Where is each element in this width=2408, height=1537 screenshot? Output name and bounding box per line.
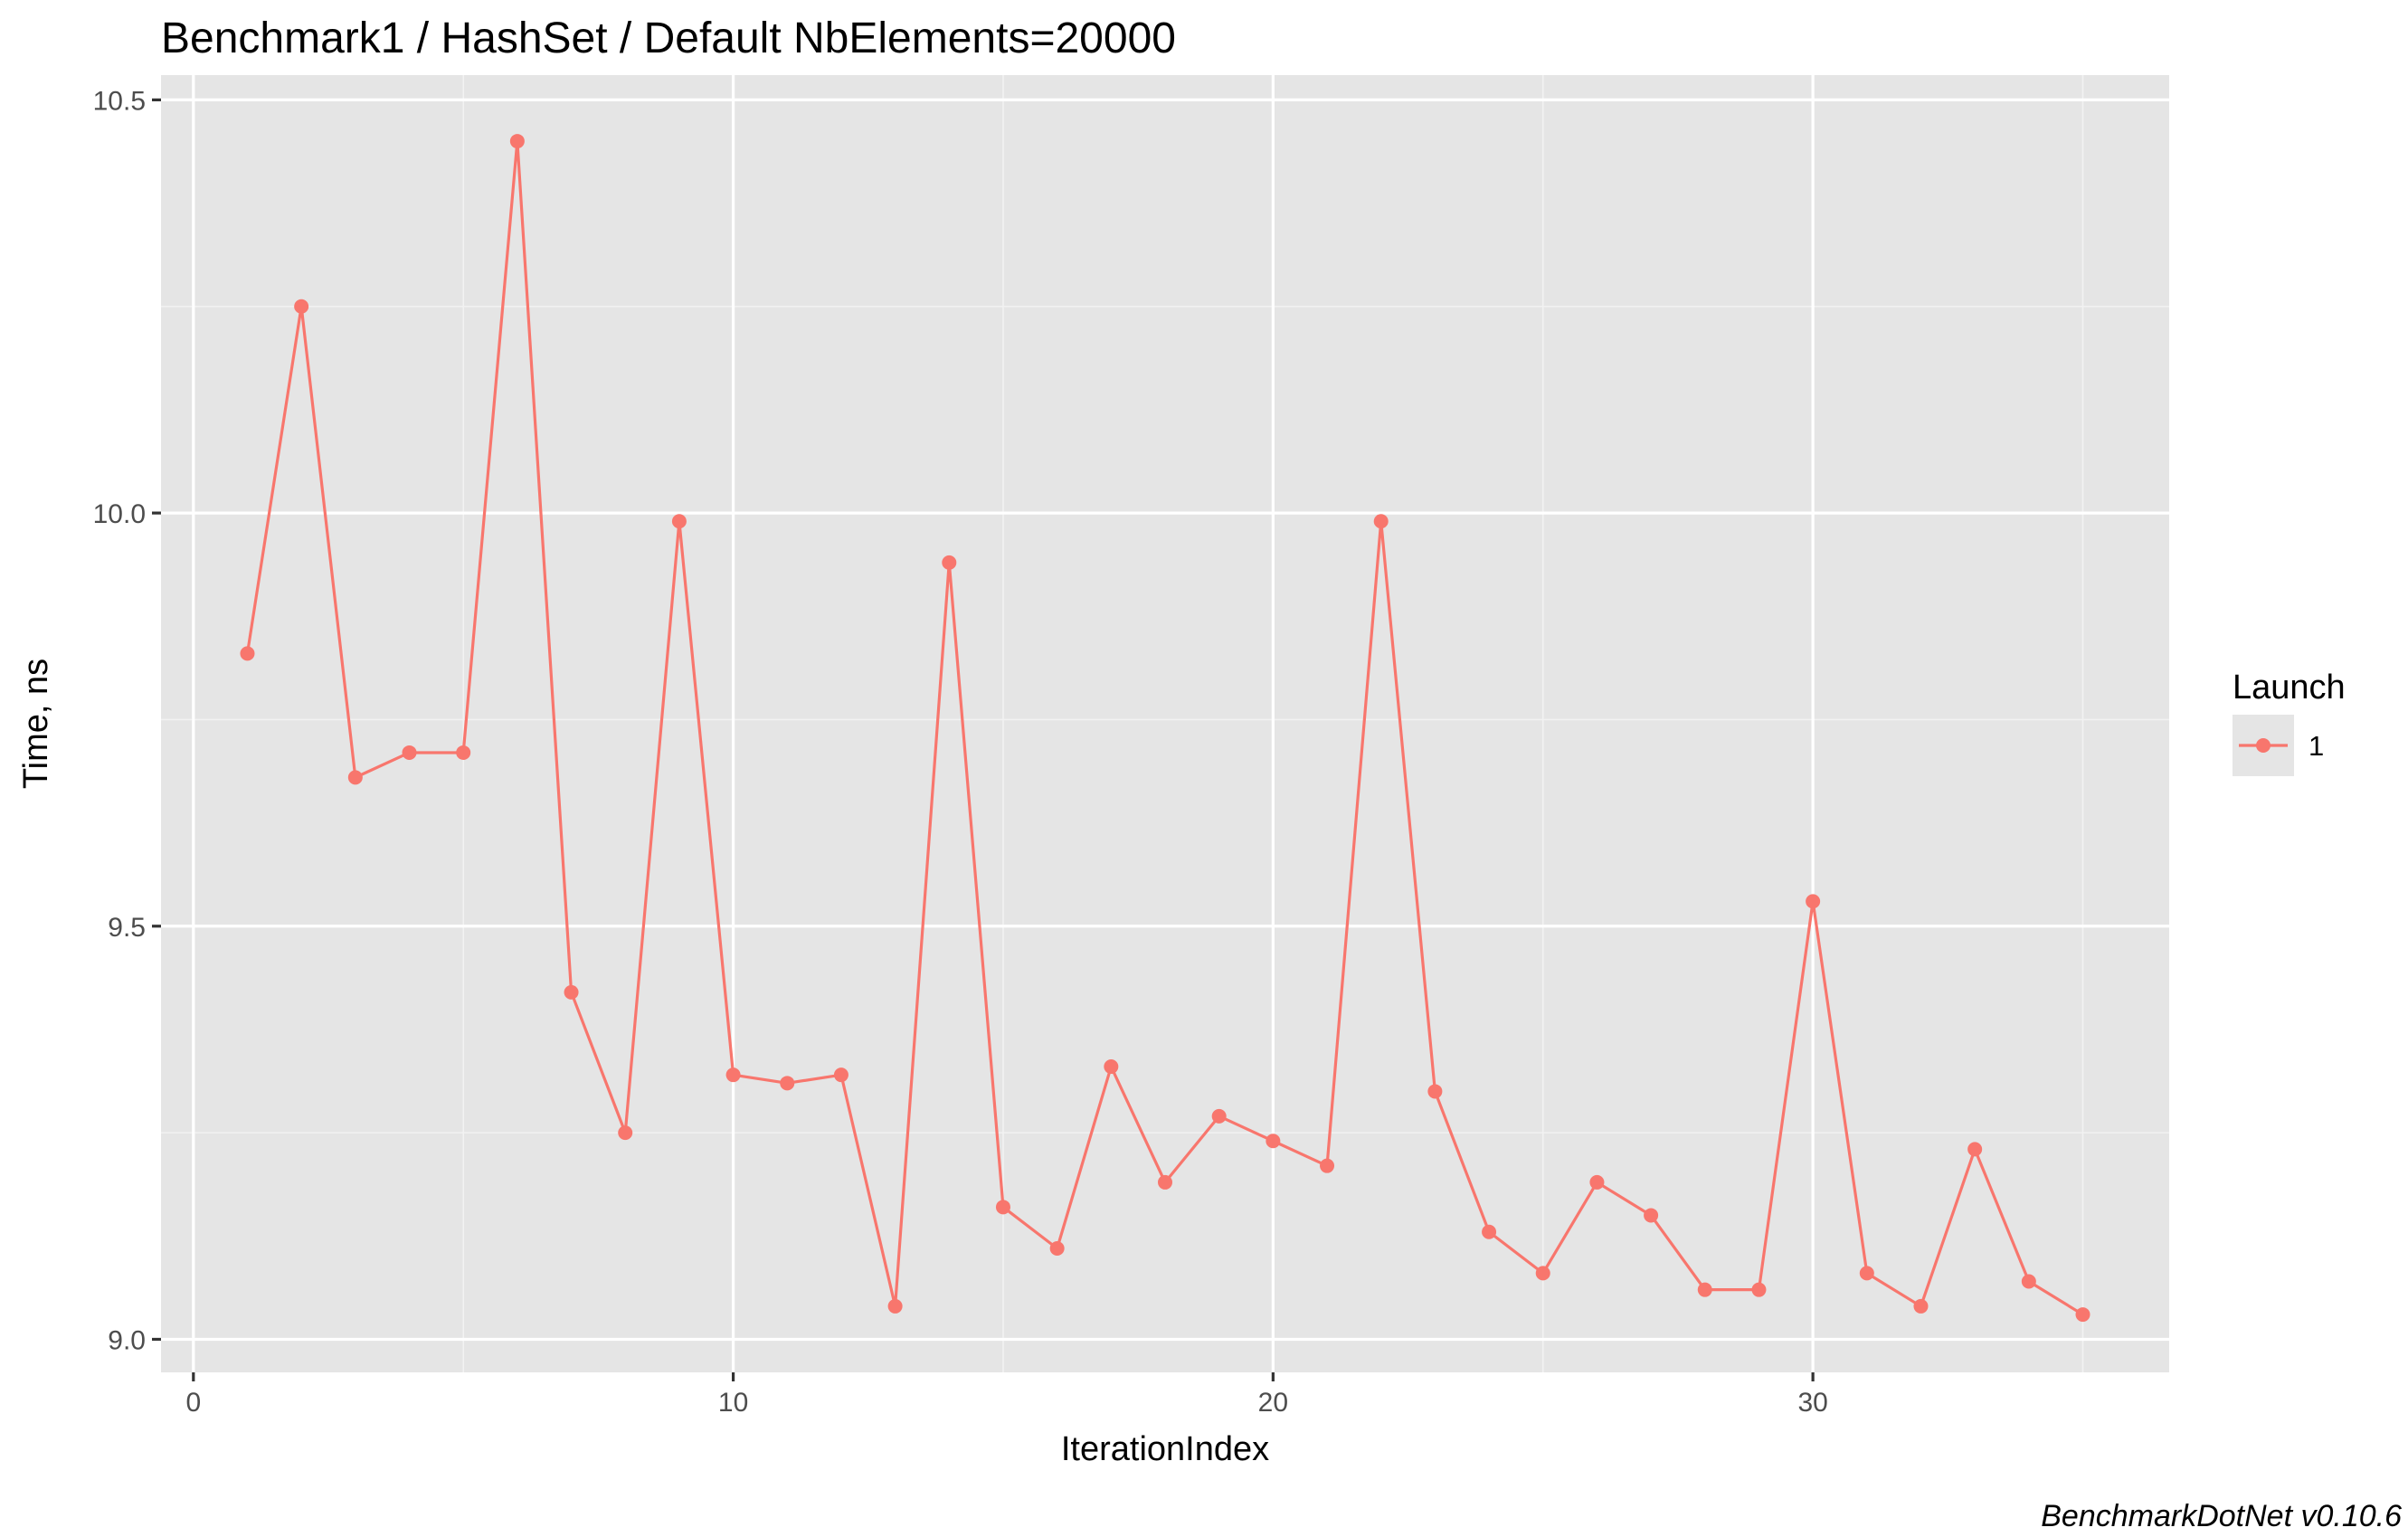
data-point <box>995 1200 1010 1215</box>
data-point <box>2075 1307 2090 1323</box>
y-tick-label: 10.5 <box>93 86 146 116</box>
data-point <box>725 1067 741 1083</box>
data-point <box>1427 1084 1443 1099</box>
y-tick-label: 9.0 <box>108 1325 146 1355</box>
y-tick-label: 10.0 <box>93 499 146 529</box>
legend-key-point <box>2256 738 2271 753</box>
data-point <box>294 299 309 314</box>
data-point <box>1049 1240 1065 1256</box>
chart-title: Benchmark1 / HashSet / Default NbElement… <box>161 14 1176 62</box>
data-point <box>1373 514 1389 529</box>
data-point <box>1644 1208 1659 1223</box>
data-point <box>1158 1174 1172 1190</box>
data-point <box>618 1125 633 1141</box>
data-point <box>942 555 957 570</box>
minor-gridlines <box>161 75 2169 1372</box>
x-tick-label: 30 <box>1797 1388 1827 1418</box>
data-point <box>1535 1266 1550 1281</box>
data-point <box>1967 1142 1983 1157</box>
data-point <box>402 745 417 760</box>
data-point <box>1751 1282 1767 1297</box>
data-point <box>1589 1174 1605 1190</box>
data-point <box>1104 1059 1119 1075</box>
y-axis-title: Time, ns <box>17 659 55 789</box>
data-point <box>564 984 579 1000</box>
x-axis-title: IterationIndex <box>1061 1430 1269 1468</box>
data-point <box>833 1067 848 1083</box>
x-tick-label: 10 <box>718 1388 748 1418</box>
data-point <box>1806 894 1821 909</box>
tick-labels: 0 10 20 30 9.0 9.5 10.0 10.5 <box>93 86 1828 1418</box>
data-point <box>1859 1266 1874 1281</box>
legend-label: 1 <box>2308 730 2324 762</box>
data-point <box>456 745 471 760</box>
major-gridlines <box>161 75 2169 1372</box>
plot-panel <box>161 75 2169 1372</box>
data-point <box>1697 1282 1712 1297</box>
data-point <box>509 134 525 149</box>
data-point <box>780 1076 795 1091</box>
legend: Launch 1 <box>2233 669 2346 776</box>
axis-ticks <box>152 98 1815 1381</box>
data-point <box>347 770 363 785</box>
data-point <box>1482 1224 1497 1239</box>
data-point <box>1913 1298 1929 1314</box>
data-point <box>1266 1134 1281 1149</box>
data-point <box>1320 1158 1335 1173</box>
series-layer <box>240 134 2090 1323</box>
chart-caption: BenchmarkDotNet v0.10.6 <box>2041 1499 2402 1533</box>
x-tick-label: 20 <box>1258 1388 1288 1418</box>
y-tick-label: 9.5 <box>108 913 146 943</box>
data-point <box>1211 1108 1227 1124</box>
data-point <box>240 646 255 661</box>
x-tick-label: 0 <box>185 1388 201 1418</box>
data-point <box>2021 1274 2036 1289</box>
data-point <box>887 1298 903 1314</box>
legend-title: Launch <box>2233 669 2346 707</box>
data-point <box>671 514 687 529</box>
